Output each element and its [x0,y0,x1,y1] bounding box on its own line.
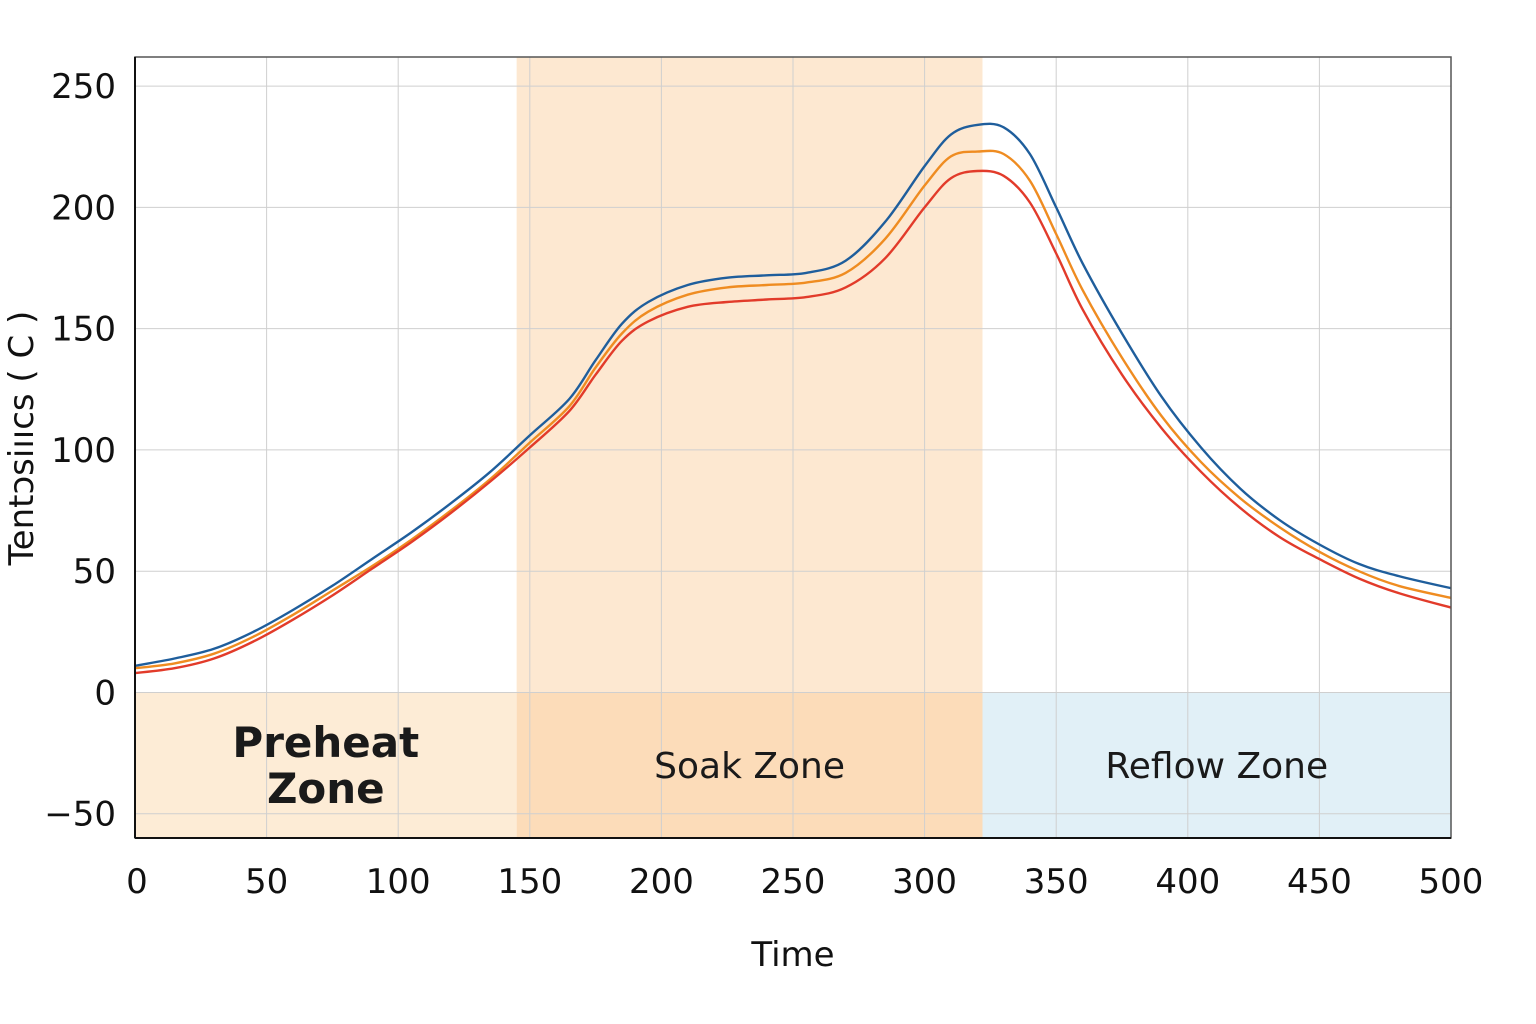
x-tick-label: 200 [629,862,694,902]
zone-label-0: Preheat [232,718,419,767]
x-tick-label: 0 [126,862,148,902]
x-tick-label: 500 [1419,862,1484,902]
x-tick-label: 450 [1287,862,1352,902]
x-tick-label: 350 [1024,862,1089,902]
axis-lines [134,57,1451,839]
y-axis-title: Tentɔsiııcs ( C ) [2,311,42,567]
x-tick-label: 400 [1155,862,1220,902]
zone-label-2: Reflow Zone [1105,746,1328,787]
zone-label-0: Zone [267,764,385,813]
y-tick-label: 50 [73,552,116,592]
x-tick-labels: 0 50 100 150 200 250 300 350 400 450 500 [126,862,1483,902]
y-tick-labels: 250 200 150 100 50 0 −50 [44,67,116,835]
y-tick-label: 0 [94,673,116,713]
series-line-2 [134,169,1452,675]
y-tick-label: 250 [51,67,116,107]
x-tick-label: 50 [245,862,288,902]
x-tick-label: 250 [761,862,826,902]
x-axis-title: Time [750,935,834,975]
y-tick-label: 200 [51,188,116,228]
x-tick-label: 300 [892,862,957,902]
y-tick-label: 100 [51,431,116,471]
y-tick-label: 150 [51,310,116,350]
x-tick-label: 100 [366,862,431,902]
series-lines [134,122,1452,675]
x-tick-label: 150 [497,862,562,902]
series-line-1 [134,149,1452,670]
zone-bands [135,57,1451,838]
y-tick-label: −50 [44,795,116,835]
series-line-0 [134,122,1452,667]
zone-label-1: Soak Zone [654,746,845,787]
